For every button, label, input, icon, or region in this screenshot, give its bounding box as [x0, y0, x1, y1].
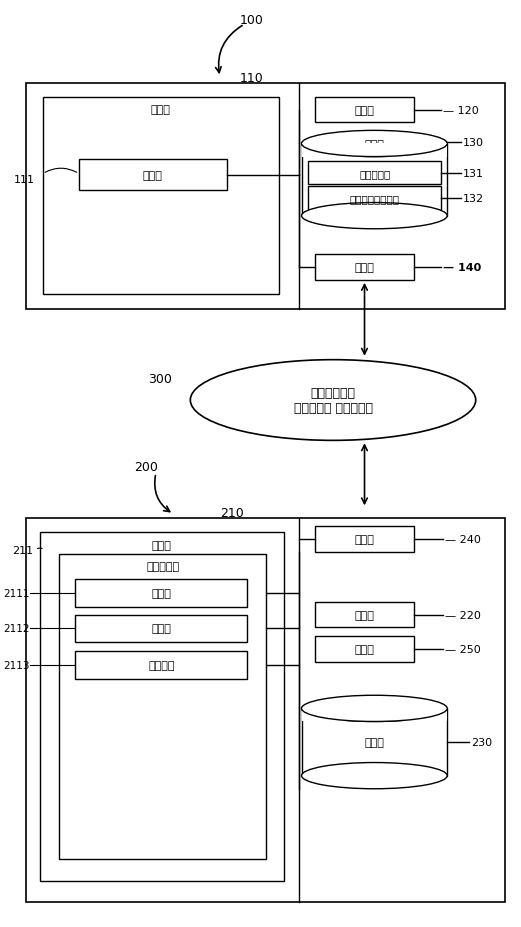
- Text: 入力部: 入力部: [355, 610, 375, 620]
- Text: — 140: — 140: [443, 263, 481, 273]
- Text: 管術部: 管術部: [151, 105, 171, 115]
- Text: 水割データ: 水割データ: [359, 169, 390, 179]
- Bar: [75, 615, 247, 642]
- Bar: [302, 708, 447, 776]
- Bar: [315, 637, 414, 662]
- Text: 200: 200: [134, 461, 158, 474]
- Text: 記憶部: 記憶部: [364, 737, 384, 747]
- Text: コンテンツデータ: コンテンツデータ: [350, 194, 400, 204]
- Bar: [308, 187, 441, 210]
- Text: 300: 300: [148, 373, 172, 386]
- Bar: [40, 532, 284, 882]
- Ellipse shape: [302, 203, 447, 230]
- Bar: [315, 603, 414, 628]
- Ellipse shape: [302, 763, 447, 789]
- Text: 配布部: 配布部: [143, 171, 163, 181]
- Text: 211: 211: [12, 545, 33, 555]
- Text: 132: 132: [463, 194, 484, 204]
- Bar: [75, 579, 247, 607]
- Bar: [75, 652, 247, 679]
- Text: — 240: — 240: [445, 534, 481, 544]
- Text: （インター ネット等）: （インター ネット等）: [293, 402, 373, 415]
- Text: 2112: 2112: [4, 624, 30, 634]
- Bar: [26, 84, 505, 311]
- Text: 記憶部: 記憶部: [364, 140, 384, 150]
- Bar: [315, 527, 414, 552]
- Text: 再取得部: 再取得部: [148, 660, 175, 670]
- Text: 131: 131: [463, 169, 484, 179]
- Text: ネットワーク: ネットワーク: [311, 387, 355, 400]
- Bar: [59, 554, 266, 858]
- Text: 100: 100: [240, 14, 264, 27]
- Text: 推定部: 推定部: [152, 624, 171, 634]
- Bar: [315, 255, 414, 281]
- Ellipse shape: [190, 361, 476, 441]
- Text: 入力部: 入力部: [355, 106, 375, 116]
- Text: 210: 210: [220, 506, 244, 519]
- Text: — 220: — 220: [445, 610, 481, 620]
- Text: 110: 110: [240, 71, 263, 84]
- Text: 表示部: 表示部: [355, 644, 375, 654]
- Ellipse shape: [302, 695, 447, 722]
- Text: 111: 111: [14, 174, 35, 184]
- Text: 130: 130: [463, 138, 484, 148]
- Bar: [26, 518, 505, 902]
- Text: 230: 230: [471, 737, 492, 747]
- Text: 通信部: 通信部: [355, 534, 375, 544]
- Bar: [79, 159, 227, 191]
- Bar: [302, 708, 447, 722]
- Text: 制御部: 制御部: [152, 540, 172, 550]
- Bar: [302, 145, 447, 158]
- Text: — 120: — 120: [443, 106, 479, 116]
- Bar: [315, 97, 414, 123]
- Text: 2111: 2111: [4, 589, 30, 598]
- Bar: [302, 145, 447, 216]
- Text: 取得部: 取得部: [152, 589, 171, 598]
- Text: 演算処理部: 演算処理部: [146, 562, 179, 572]
- Bar: [308, 161, 441, 185]
- Text: 通信部: 通信部: [355, 263, 375, 273]
- Ellipse shape: [302, 132, 447, 158]
- Bar: [43, 97, 279, 295]
- Text: — 250: — 250: [445, 644, 481, 654]
- Text: 2113: 2113: [4, 660, 30, 670]
